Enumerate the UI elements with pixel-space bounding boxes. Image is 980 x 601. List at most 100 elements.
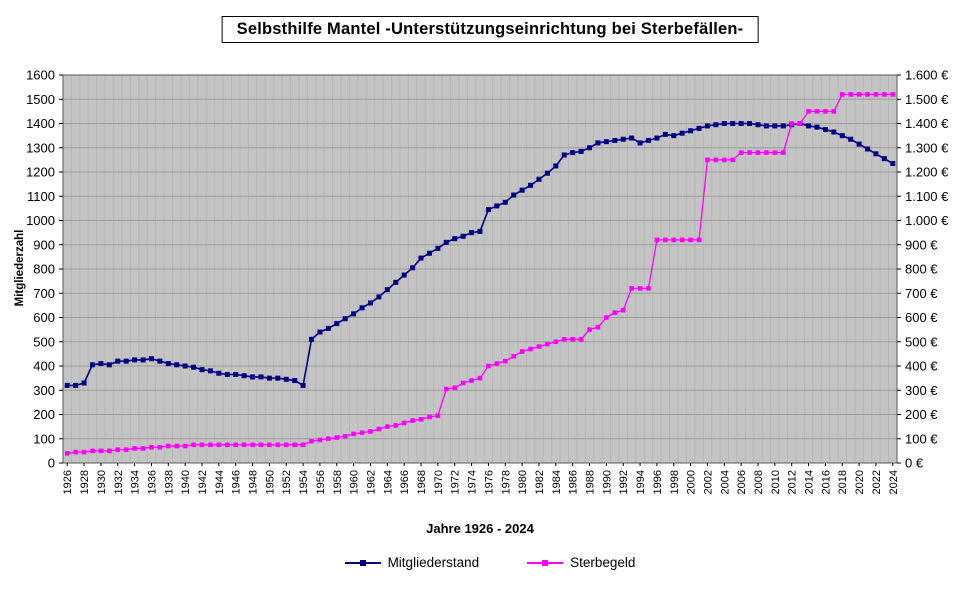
svg-text:1992: 1992 — [618, 470, 630, 494]
svg-text:1938: 1938 — [163, 470, 175, 494]
legend-item-mitgliederstand: Mitgliederstand — [344, 555, 480, 570]
svg-text:500: 500 — [33, 334, 55, 349]
svg-text:1200: 1200 — [26, 165, 55, 180]
svg-text:2018: 2018 — [837, 470, 849, 494]
svg-text:2002: 2002 — [702, 470, 714, 494]
svg-text:300 €: 300 € — [905, 383, 938, 398]
mitgliederstand-series — [64, 121, 896, 388]
svg-text:1996: 1996 — [652, 470, 664, 494]
svg-text:1940: 1940 — [180, 470, 192, 494]
svg-text:1.600 €: 1.600 € — [905, 68, 949, 83]
svg-text:400 €: 400 € — [905, 359, 938, 374]
svg-text:1990: 1990 — [601, 470, 613, 494]
svg-text:1998: 1998 — [669, 470, 681, 494]
svg-text:600 €: 600 € — [905, 310, 938, 325]
svg-text:1.400 €: 1.400 € — [905, 116, 949, 131]
svg-text:1976: 1976 — [483, 470, 495, 494]
svg-text:1944: 1944 — [214, 470, 226, 494]
svg-text:700 €: 700 € — [905, 286, 938, 301]
svg-text:1.500 €: 1.500 € — [905, 92, 949, 107]
svg-text:1600: 1600 — [26, 68, 55, 83]
sterbegeld-marker-icon — [527, 558, 564, 567]
svg-text:1946: 1946 — [231, 470, 243, 494]
svg-text:1952: 1952 — [281, 470, 293, 494]
legend-label-sterbegeld: Sterbegeld — [570, 555, 636, 570]
svg-text:200: 200 — [33, 407, 55, 422]
svg-text:1942: 1942 — [197, 470, 209, 494]
svg-text:700: 700 — [33, 286, 55, 301]
legend: Mitgliederstand Sterbegeld — [0, 555, 980, 570]
svg-text:2020: 2020 — [854, 470, 866, 494]
svg-text:1978: 1978 — [500, 470, 512, 494]
svg-text:1974: 1974 — [467, 470, 479, 494]
svg-text:100 €: 100 € — [905, 431, 938, 446]
svg-text:1932: 1932 — [113, 470, 125, 494]
svg-text:1964: 1964 — [382, 470, 394, 494]
svg-text:500 €: 500 € — [905, 334, 938, 349]
svg-text:1960: 1960 — [349, 470, 361, 494]
svg-text:1970: 1970 — [433, 470, 445, 494]
svg-text:2000: 2000 — [686, 470, 698, 494]
svg-text:1982: 1982 — [534, 470, 546, 494]
sterbegeld-series — [64, 92, 896, 456]
svg-text:1500: 1500 — [26, 92, 55, 107]
svg-text:1950: 1950 — [264, 470, 276, 494]
svg-text:1986: 1986 — [568, 470, 580, 494]
svg-text:1966: 1966 — [399, 470, 411, 494]
svg-text:1936: 1936 — [146, 470, 158, 494]
mitgliederstand-marker-icon — [344, 558, 381, 567]
x-axis-ticks: 1926 1928 1930 1932 1934 1936 1938 1940 1942 1944… — [62, 463, 900, 494]
svg-text:300: 300 — [33, 383, 55, 398]
svg-text:1980: 1980 — [517, 470, 529, 494]
svg-text:200 €: 200 € — [905, 407, 938, 422]
svg-text:900: 900 — [33, 237, 55, 252]
svg-text:1.300 €: 1.300 € — [905, 140, 949, 155]
svg-text:2014: 2014 — [804, 470, 816, 494]
svg-text:600: 600 — [33, 310, 55, 325]
svg-text:2024: 2024 — [888, 470, 900, 494]
svg-text:1000: 1000 — [26, 213, 55, 228]
svg-text:1994: 1994 — [635, 470, 647, 494]
svg-text:1948: 1948 — [248, 470, 260, 494]
svg-text:1984: 1984 — [551, 470, 563, 494]
svg-text:2010: 2010 — [770, 470, 782, 494]
svg-text:1968: 1968 — [416, 470, 428, 494]
svg-text:1100: 1100 — [27, 189, 55, 204]
svg-text:1.100 €: 1.100 € — [905, 189, 949, 204]
svg-text:1962: 1962 — [365, 470, 377, 494]
svg-text:1.000 €: 1.000 € — [905, 213, 949, 228]
svg-text:1958: 1958 — [332, 470, 344, 494]
svg-text:0 €: 0 € — [905, 456, 924, 471]
svg-text:800: 800 — [33, 262, 55, 277]
legend-item-sterbegeld: Sterbegeld — [527, 555, 635, 570]
svg-text:1988: 1988 — [585, 470, 597, 494]
plot-area: 0 0 € 100 100 € 200 200 € 300 300 € 400 400 € 500 5… — [26, 68, 949, 495]
svg-text:1928: 1928 — [79, 470, 91, 494]
svg-text:1934: 1934 — [130, 470, 142, 494]
svg-text:1.200 €: 1.200 € — [905, 165, 949, 180]
y-axis-title: Mitgliederzahl — [14, 229, 26, 307]
svg-text:1956: 1956 — [315, 470, 327, 494]
svg-text:0: 0 — [48, 456, 55, 471]
svg-text:900 €: 900 € — [905, 237, 938, 252]
svg-text:400: 400 — [33, 359, 55, 374]
x-axis-title: Jahre 1926 - 2024 — [426, 521, 534, 536]
svg-text:2022: 2022 — [871, 470, 883, 494]
svg-text:800 €: 800 € — [905, 262, 938, 277]
svg-text:1300: 1300 — [26, 140, 55, 155]
svg-text:1926: 1926 — [62, 470, 74, 494]
svg-text:2016: 2016 — [820, 470, 832, 494]
svg-text:1954: 1954 — [298, 470, 310, 494]
svg-text:2004: 2004 — [719, 470, 731, 494]
chart-title: Selbsthilfe Mantel -Unterstützungseinric… — [221, 16, 759, 43]
svg-text:2008: 2008 — [753, 470, 765, 494]
svg-text:100: 100 — [33, 431, 55, 446]
svg-text:2006: 2006 — [736, 470, 748, 494]
svg-text:1930: 1930 — [96, 470, 108, 494]
svg-text:1400: 1400 — [26, 116, 55, 131]
y-axis-ticks: 0 0 € 100 100 € 200 200 € 300 300 € 400 400 € 500 5… — [26, 68, 949, 471]
legend-label-mitgliederstand: Mitgliederstand — [387, 555, 480, 570]
svg-text:2012: 2012 — [787, 470, 799, 494]
svg-text:1972: 1972 — [450, 470, 462, 494]
